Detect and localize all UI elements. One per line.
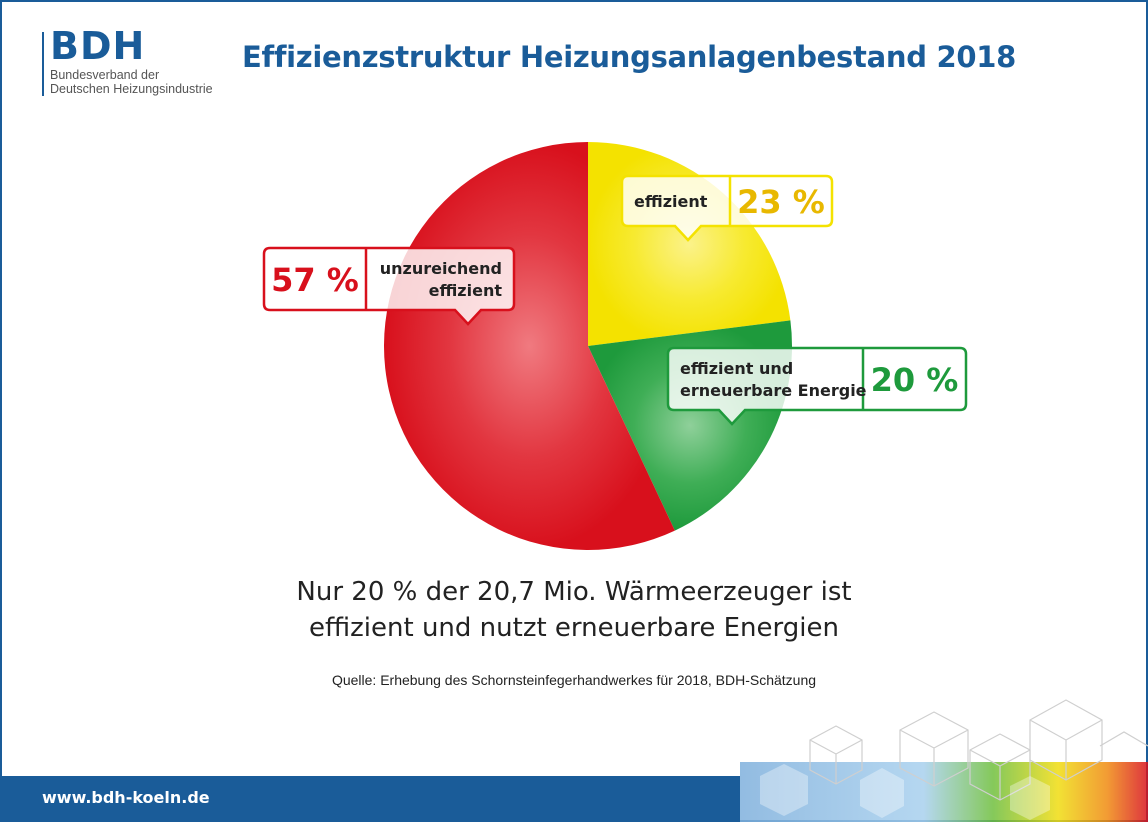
logo-name: BDH (50, 24, 146, 68)
pie-chart: 23 % effizient 20 % effizient und erneuerbar… (262, 142, 968, 550)
logo-subtitle: Bundesverband der Deutschen Heizungsindu… (50, 68, 250, 96)
caption-line2: effizient und nutzt erneuerbare Energien (309, 613, 839, 643)
callout-box (620, 174, 834, 242)
callout-3: 57 % unzureichend effizient (262, 246, 516, 326)
pie-slice-1 (588, 142, 791, 346)
callout-label: effizient (429, 281, 503, 300)
callout-label: unzureichend (380, 259, 502, 278)
callout-value: 57 % (271, 261, 359, 299)
callout-box (666, 346, 968, 426)
callout-1: 23 % effizient (620, 174, 834, 242)
logo-bar (42, 32, 44, 96)
deco-cube-outlines (809, 699, 1148, 801)
source-note: Quelle: Erhebung des Schornsteinfegerhan… (331, 672, 817, 688)
deco-cube-faces (760, 764, 1050, 820)
decorative-cubes (740, 699, 1148, 822)
logo-subtitle-line2: Deutschen Heizungsindustrie (50, 82, 213, 96)
callout-label: erneuerbare Energie (680, 381, 867, 400)
callout-box (262, 246, 516, 326)
callout-label: effizient und (680, 359, 793, 378)
caption: Nur 20 % der 20,7 Mio. Wärmeerzeuger ist… (0, 574, 1148, 646)
callout-2: 20 % effizient und erneuerbare Energie (666, 346, 968, 426)
footer-bar (0, 776, 740, 822)
page-title: Effizienzstruktur Heizungsanlagenbestand… (242, 40, 1016, 74)
callout-value: 23 % (737, 183, 825, 221)
callout-value: 20 % (871, 361, 959, 399)
caption-line1: Nur 20 % der 20,7 Mio. Wärmeerzeuger ist (296, 577, 852, 607)
pie-slice-3 (383, 142, 675, 550)
callout-label: effizient (634, 192, 708, 211)
logo-subtitle-line1: Bundesverband der (50, 68, 160, 82)
footer-url-link[interactable]: www.bdh-koeln.de (42, 788, 210, 807)
